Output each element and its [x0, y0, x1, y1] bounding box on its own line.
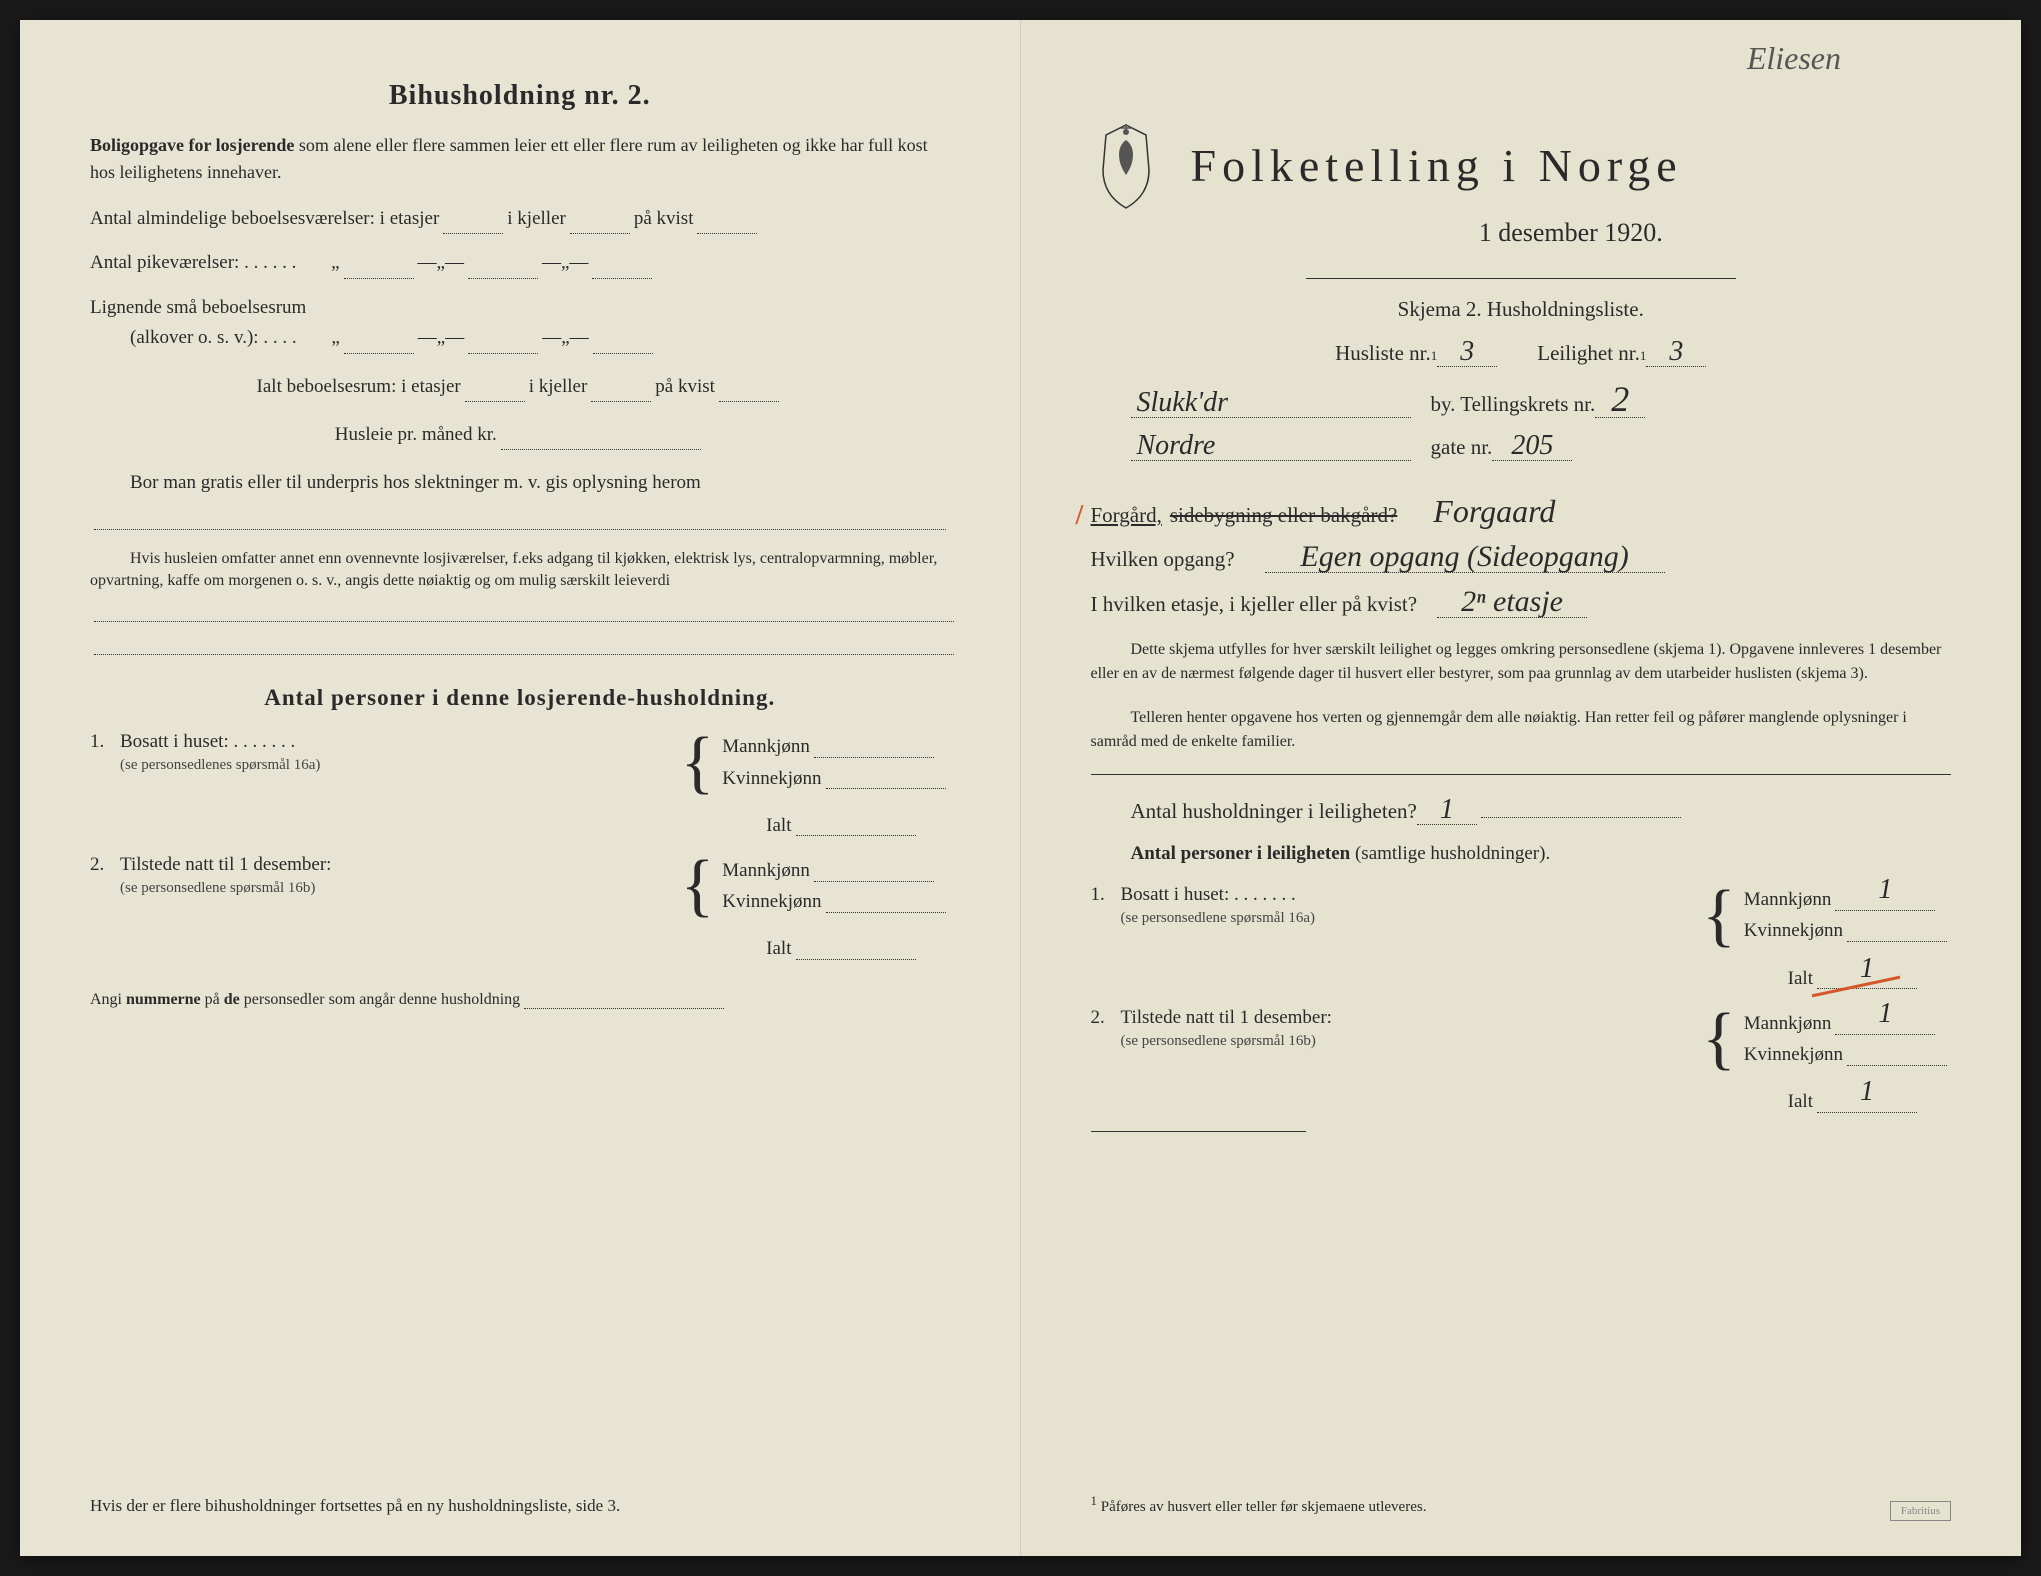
header: Folketelling i Norge: [1091, 120, 1952, 210]
field-antal-alm: Antal almindelige beboelsesværelser: i e…: [90, 204, 950, 234]
bosatt-row-right: 1. Bosatt i huset: . . . . . . . (se per…: [1091, 884, 1952, 947]
ialt-right-1: Ialt1: [1091, 967, 1952, 990]
field-bor-gratis: Bor man gratis eller til underpris hos s…: [90, 468, 950, 529]
handwritten-name: Eliesen: [1747, 40, 1841, 77]
left-page: Bihusholdning nr. 2. Boligopgave for los…: [20, 20, 1021, 1556]
date-line: 1 desember 1920.: [1191, 218, 1952, 248]
red-mark-1: /: [1076, 500, 1084, 532]
hvis-husleien: Hvis husleien omfatter annet enn ovennev…: [90, 548, 950, 655]
antal-personer-title: Antal personer i denne losjerende-hushol…: [90, 685, 950, 711]
angi-nummer: Angi nummerne på de personsedler som ang…: [90, 990, 950, 1009]
main-title: Folketelling i Norge: [1191, 139, 1683, 192]
by-row: Slukk'dr by. Tellingskrets nr. 2: [1091, 381, 1952, 418]
antal-hush-row: Antal husholdninger i leiligheten? 1: [1131, 793, 1952, 825]
husliste-row: Husliste nr.1 3 Leilighet nr.1 3: [1091, 338, 1952, 367]
instructions-2: Telleren henter opgavene hos verten og g…: [1091, 706, 1952, 754]
ialt-right-2: Ialt1: [1091, 1090, 1952, 1113]
census-document: Bihusholdning nr. 2. Boligopgave for los…: [20, 20, 2021, 1556]
footnote-right: 1 Påføres av husvert eller teller før sk…: [1091, 1493, 1952, 1516]
ialt-2: Ialt: [90, 937, 950, 960]
intro-paragraph: Boligopgave for losjerende som alene ell…: [90, 132, 950, 186]
right-page: Eliesen / Folketelling i Norge 1 desembe…: [1021, 20, 2022, 1556]
antal-pers-title: Antal personer i leiligheten (samtlige h…: [1131, 839, 1952, 869]
field-husleie: Husleie pr. måned kr.: [90, 420, 950, 450]
instructions-1: Dette skjema utfylles for hver særskilt …: [1091, 638, 1952, 686]
tilstede-row: 2. Tilstede natt til 1 desember: (se per…: [90, 854, 950, 917]
coat-of-arms-icon: [1091, 120, 1161, 210]
opgang-row: Hvilken opgang? Egen opgang (Sideopgang): [1091, 542, 1952, 573]
field-ialt-beboelse: Ialt beboelsesrum: i etasjeri kjellerpå …: [90, 372, 950, 402]
tilstede-row-right: 2. Tilstede natt til 1 desember: (se per…: [1091, 1007, 1952, 1070]
field-lignende: Lignende små beboelsesrum (alkover o. s.…: [90, 293, 950, 354]
skjema-line: Skjema 2. Husholdningsliste.: [1091, 297, 1952, 322]
left-title: Bihusholdning nr. 2.: [90, 80, 950, 112]
bottom-note-left: Hvis der er flere bihusholdninger fortse…: [90, 1496, 950, 1516]
intro-bold: Boligopgave for losjerende: [90, 135, 294, 155]
etasje-row: I hvilken etasje, i kjeller eller på kvi…: [1091, 587, 1952, 618]
ialt-1: Ialt: [90, 814, 950, 837]
forgard-row: Forgård, sidebygning eller bakgård? Forg…: [1091, 495, 1952, 528]
field-pike: Antal pikeværelser: . . . . . . „—„——„—: [90, 248, 950, 278]
bosatt-row: 1. Bosatt i huset: . . . . . . . (se per…: [90, 731, 950, 794]
printer-stamp: Fabritius: [1890, 1501, 1951, 1521]
gate-row: Nordre gate nr. 205: [1091, 432, 1952, 461]
